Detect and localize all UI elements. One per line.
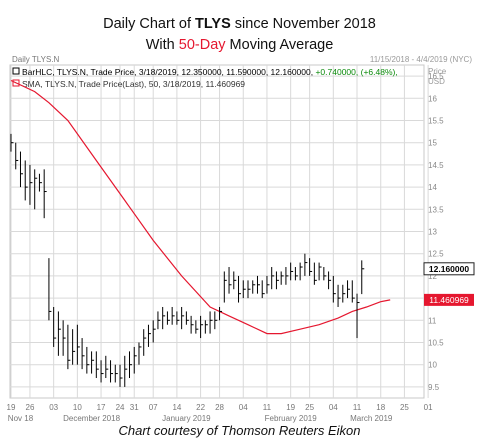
y-tick-label: 15 xyxy=(428,139,437,148)
y-tick-label: 12.5 xyxy=(428,250,444,259)
date-range-label: 11/15/2018 - 4/4/2019 (NYC) xyxy=(370,55,472,64)
title-suffix: since November 2018 xyxy=(234,16,376,32)
x-tick-label: 26 xyxy=(26,403,35,412)
month-label: December 2018 xyxy=(63,414,120,423)
title-prefix: Daily Chart of xyxy=(103,16,191,32)
x-tick-label: 18 xyxy=(376,403,385,412)
y-tick-label: 9.5 xyxy=(428,383,440,392)
symbol-label: Daily TLYS.N xyxy=(12,55,59,64)
y-tick-label: 15.5 xyxy=(428,117,444,126)
title-line2-prefix: With xyxy=(145,37,175,53)
title-ticker: TLYS xyxy=(195,16,231,32)
y-tick-label: 10 xyxy=(428,361,437,370)
x-tick-label: 14 xyxy=(172,403,181,412)
x-tick-label: 11 xyxy=(263,403,272,412)
x-tick-label: 31 xyxy=(130,403,139,412)
legend-bar-values: BarHLC, TLYS.N, Trade Price, 3/18/2019, … xyxy=(22,67,315,77)
legend-swatch-sma xyxy=(12,79,20,87)
y-tick-label: 12 xyxy=(428,272,437,281)
last-price-tag-box xyxy=(423,262,475,276)
chart-title: Daily Chart of TLYS since November 2018 … xyxy=(0,14,479,56)
x-tick-label: 17 xyxy=(97,403,106,412)
y-tick-label: 16 xyxy=(428,94,437,103)
x-tick-label: 24 xyxy=(116,403,125,412)
title-line-2: With 50-Day Moving Average xyxy=(0,35,479,56)
legend-bar-change: +0.740000, (+6.48%), xyxy=(315,67,397,77)
legend-swatch-bar xyxy=(12,67,20,75)
x-tick-label: 07 xyxy=(149,403,158,412)
title-line2-suffix: Moving Average xyxy=(229,37,334,53)
legend-sma-text: SMA, TLYS.N, Trade Price(Last), 50, 3/18… xyxy=(22,79,245,89)
x-tick-label: 19 xyxy=(7,403,16,412)
x-tick-label: 22 xyxy=(196,403,205,412)
x-tick-label: 03 xyxy=(49,403,58,412)
x-tick-label: 11 xyxy=(353,403,362,412)
month-label: March 2019 xyxy=(350,414,393,423)
x-tick-label: 19 xyxy=(286,403,295,412)
y-tick-label: 13 xyxy=(428,228,437,237)
title-line-1: Daily Chart of TLYS since November 2018 xyxy=(0,14,479,35)
x-tick-label: 01 xyxy=(424,403,433,412)
y-tick-label: 16.5 xyxy=(428,72,444,81)
y-tick-label: 11 xyxy=(428,316,437,325)
y-tick-label: 14 xyxy=(428,183,437,192)
currency-axis-label: USD xyxy=(428,77,445,86)
month-label: February 2019 xyxy=(265,414,318,423)
sma-tag: 11.460969 xyxy=(429,295,469,305)
x-tick-label: 04 xyxy=(239,403,248,412)
month-label: January 2019 xyxy=(162,414,211,423)
y-tick-label: 14.5 xyxy=(428,161,444,170)
x-tick-label: 25 xyxy=(305,403,314,412)
sma-tag-box xyxy=(424,293,474,306)
sma-line xyxy=(10,79,391,335)
title-highlight: 50-Day xyxy=(178,37,226,53)
x-tick-label: 04 xyxy=(329,403,338,412)
x-tick-label: 28 xyxy=(215,403,224,412)
legend-bar-text: BarHLC, TLYS.N, Trade Price, 3/18/2019, … xyxy=(22,67,398,77)
y-tick-label: 13.5 xyxy=(428,205,444,214)
x-tick-label: 10 xyxy=(73,403,82,412)
y-tick-label: 10.5 xyxy=(428,339,444,348)
month-label: Nov 18 xyxy=(8,414,34,423)
price-axis-label: Price xyxy=(428,67,447,76)
x-tick-label: 25 xyxy=(400,403,409,412)
last-price-tag: 12.160000 xyxy=(429,264,469,274)
footer-credit: Chart courtesy of Thomson Reuters Eikon xyxy=(118,423,361,438)
